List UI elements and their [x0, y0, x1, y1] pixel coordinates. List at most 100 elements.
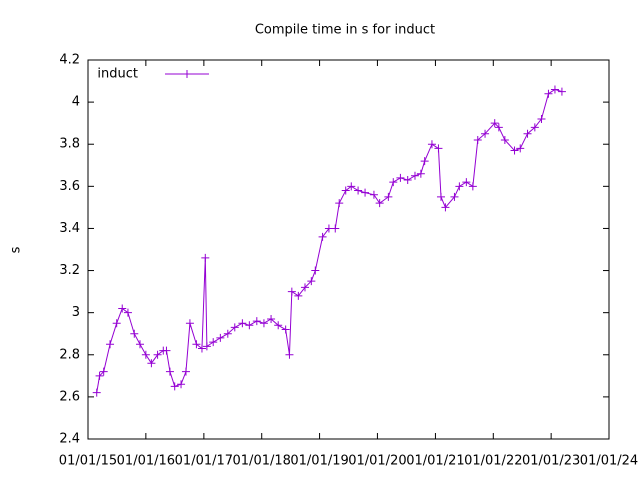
data-point [450, 192, 459, 201]
data-point [92, 388, 101, 397]
data-point [420, 157, 429, 166]
data-point [185, 319, 194, 328]
data-point [153, 350, 162, 359]
data-point [165, 367, 174, 376]
y-tick-label: 2.4 [59, 432, 80, 447]
data-point [99, 367, 108, 376]
data-point [530, 123, 539, 132]
data-point [490, 119, 499, 128]
data-point [341, 186, 350, 195]
data-point [389, 178, 398, 187]
data-point [396, 173, 405, 182]
data-point [230, 323, 239, 332]
data-point [162, 346, 171, 355]
data-point [95, 371, 104, 380]
data-point [123, 308, 132, 317]
data-point [177, 380, 186, 389]
data-point [494, 123, 503, 132]
data-point [335, 199, 344, 208]
y-tick-label: 2.6 [59, 389, 80, 404]
x-tick-label: 01/01/16 [117, 454, 175, 469]
x-tick-label: 01/01/18 [233, 454, 291, 469]
y-tick-label: 2.8 [59, 347, 80, 362]
y-tick-label: 3 [72, 305, 80, 320]
data-point [523, 129, 532, 138]
data-point [238, 319, 247, 328]
data-point [201, 253, 210, 262]
data-point [311, 266, 320, 275]
data-point [441, 203, 450, 212]
data-point [223, 329, 232, 338]
x-tick-label: 01/01/24 [580, 454, 638, 469]
data-point [287, 287, 296, 296]
plot-border [87, 59, 610, 440]
data-point [197, 344, 206, 353]
data-point [141, 350, 150, 359]
x-tick-label: 01/01/17 [175, 454, 233, 469]
data-point [354, 186, 363, 195]
data-point [403, 176, 412, 185]
data-point [112, 319, 121, 328]
y-tick-label: 3.4 [59, 221, 80, 236]
data-point [202, 342, 211, 351]
data-point [434, 144, 443, 153]
chart-title: Compile time in s for induct [255, 23, 435, 38]
x-tick-label: 01/01/20 [348, 454, 406, 469]
data-point [170, 382, 179, 391]
data-point [481, 129, 490, 138]
data-point [252, 317, 261, 326]
data-point [307, 277, 316, 286]
x-tick-label: 01/01/21 [406, 454, 464, 469]
data-point [285, 350, 294, 359]
data-point [468, 182, 477, 191]
data-point [455, 182, 464, 191]
data-point [427, 140, 436, 149]
data-point [462, 178, 471, 187]
data-point [318, 232, 327, 241]
y-tick-label: 4.2 [59, 53, 80, 68]
y-tick-label: 3.6 [59, 179, 80, 194]
x-tick-label: 01/01/15 [59, 454, 117, 469]
legend-swatch [165, 70, 209, 78]
data-point [300, 283, 309, 292]
data-point [294, 291, 303, 300]
data-point [118, 304, 127, 313]
data-point [544, 89, 553, 98]
data-point [106, 340, 115, 349]
x-tick-label: 01/01/19 [290, 454, 348, 469]
y-tick-label: 4 [72, 95, 80, 110]
data-point [436, 192, 445, 201]
data-point [267, 314, 276, 323]
data-point [181, 367, 190, 376]
data-point [557, 87, 566, 96]
data-point [384, 192, 393, 201]
data-point [216, 333, 225, 342]
y-tick-label: 3.2 [59, 263, 80, 278]
data-point [259, 319, 268, 328]
data-point [375, 199, 384, 208]
data-point [537, 114, 546, 123]
data-point [473, 136, 482, 145]
data-point [331, 224, 340, 233]
data-point [347, 182, 356, 191]
data-point [281, 325, 290, 334]
data-point [510, 146, 519, 155]
data-point [516, 144, 525, 153]
x-tick-label: 01/01/23 [522, 454, 580, 469]
data-point [361, 188, 370, 197]
data-point [410, 171, 419, 180]
data-point [369, 190, 378, 199]
y-axis-label: s [9, 246, 24, 253]
data-point [147, 359, 156, 368]
y-tick-label: 3.8 [59, 137, 80, 152]
x-tick-label: 01/01/22 [464, 454, 522, 469]
data-point [274, 321, 283, 330]
data-point [192, 340, 201, 349]
data-point [245, 321, 254, 330]
data-point [500, 136, 509, 145]
data-point [550, 85, 559, 94]
data-point [135, 340, 144, 349]
data-point [209, 338, 218, 347]
data-point [416, 169, 425, 178]
